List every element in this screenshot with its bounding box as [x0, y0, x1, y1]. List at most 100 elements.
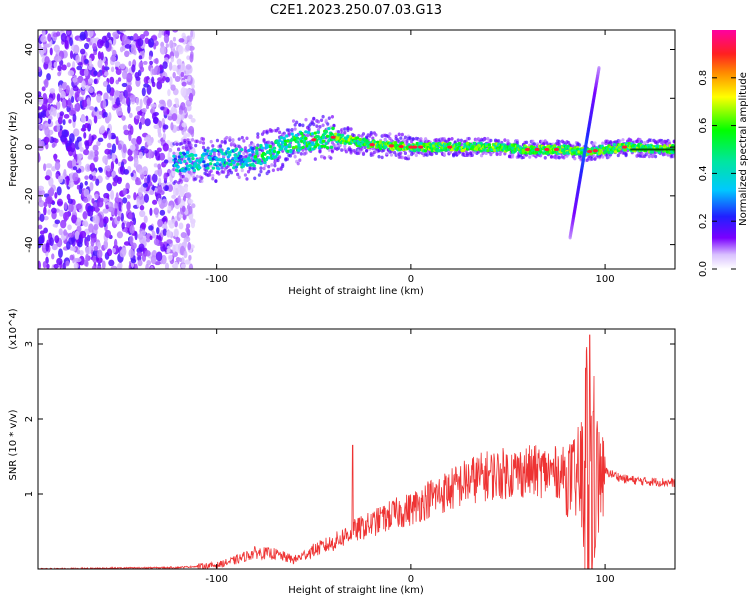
spectrogram-noise-cell: [168, 147, 173, 153]
spectrogram-noise-cell: [152, 199, 158, 205]
spectrogram-halo-cell: [318, 125, 322, 129]
spectrogram-halo-cell: [236, 172, 240, 177]
spectrogram-ridge-cell: [226, 150, 231, 155]
spectrogram-halo-cell: [273, 163, 277, 168]
spectrogram-noise-cell: [153, 238, 159, 246]
spectrogram-halo-cell: [293, 123, 297, 127]
spectrogram-noise-cell: [163, 159, 169, 164]
spectrogram-noise-cell: [114, 61, 121, 68]
spectrogram-noise-cell: [174, 75, 181, 82]
spectrogram-noise-cell: [174, 204, 180, 210]
spectrogram-heat: [38, 30, 675, 269]
spectrogram-noise-cell: [106, 84, 111, 94]
spectrogram-noise-cell: [110, 189, 115, 200]
spectrogram-halo-cell: [256, 143, 260, 148]
spectrogram-noise-cell: [186, 223, 191, 229]
spectrogram-noise-cell: [148, 225, 154, 231]
spectrogram-noise-cell: [87, 64, 93, 71]
spectrogram-ridge-cell: [221, 152, 225, 156]
spectrogram-ridge-cell: [338, 133, 342, 137]
spectrogram-ridge-cell: [321, 135, 326, 140]
spectrogram-noise-cell: [180, 63, 186, 73]
spectrogram-noise-cell: [65, 260, 70, 267]
spectrogram-ridge-cell: [287, 143, 292, 147]
spectrogram-ridge-cell: [234, 165, 239, 169]
spectrogram-ridge-cell: [297, 143, 301, 147]
spectrogram-noise-cell: [157, 132, 162, 138]
spectrogram-halo-cell: [425, 153, 429, 157]
spectrogram-noise-cell: [115, 192, 119, 202]
spectrogram-noise-cell: [141, 108, 147, 113]
spectrogram-noise-cell: [112, 49, 117, 57]
spectrogram-halo-cell: [337, 146, 341, 150]
spectrogram-noise-cell: [161, 254, 167, 265]
spectrogram-ridge-cell: [539, 150, 543, 154]
spectrogram-noise-cell: [83, 68, 89, 77]
spectrogram-noise-cell: [115, 158, 119, 165]
spectrogram-halo-cell: [312, 122, 316, 127]
spectrogram-halo-cell: [663, 152, 667, 156]
spectrogram-noise-cell: [140, 230, 147, 236]
spectrogram-noise-cell: [57, 65, 62, 72]
spectrogram-halo-cell: [222, 170, 226, 174]
spectrogram-noise-cell: [158, 120, 162, 129]
spectrogram-halo-cell: [262, 166, 266, 171]
spectrogram-halo-cell: [243, 146, 248, 150]
spectrogram-halo-cell: [319, 118, 324, 123]
spectrogram-noise-cell: [73, 262, 79, 269]
spectrogram-halo-cell: [621, 138, 625, 142]
spectrogram-noise-cell: [96, 140, 101, 147]
spectrogram-noise-cell: [165, 76, 170, 83]
spectrogram-noise-cell: [171, 64, 178, 72]
spectrogram-ridge-cell: [282, 136, 286, 140]
spectrogram-halo-cell: [352, 133, 356, 138]
spectrogram-noise-cell: [158, 152, 166, 161]
spectrogram-noise-cell: [119, 165, 124, 172]
snr-x-tick-label: 0: [408, 574, 414, 585]
spectrogram-noise-cell: [56, 93, 61, 102]
spectrogram-ridge-cell: [365, 139, 369, 143]
spectrogram-ridge-cell: [285, 145, 289, 149]
spectrogram-ridge-cell: [627, 141, 632, 146]
spectrogram-noise-cell: [186, 80, 193, 86]
spectrogram-noise-cell: [128, 112, 133, 118]
spectrogram-noise-cell: [128, 248, 135, 258]
spectrogram-ridge-cell: [313, 131, 318, 135]
spectrogram-noise-cell: [62, 262, 66, 269]
spectrogram-noise-cell: [126, 201, 131, 211]
spectrogram-noise-cell: [61, 82, 67, 90]
spectrogram-noise-cell: [92, 144, 99, 152]
spectrogram-noise-cell: [76, 217, 82, 227]
spectrogram-ridge-cell: [183, 159, 187, 163]
spectrogram-noise-cell: [143, 193, 149, 203]
spectrogram-noise-cell: [162, 228, 167, 236]
spectrogram-noise-cell: [144, 250, 151, 257]
spectrogram-ridge-cell: [313, 145, 318, 149]
spectrogram-halo-cell: [270, 129, 274, 133]
spectrogram-ridge-cell: [267, 156, 271, 160]
spectrogram-noise-cell: [158, 177, 162, 186]
spectrogram-halo-cell: [332, 143, 336, 147]
spectrogram-noise-cell: [95, 178, 100, 186]
spectrogram-noise-cell: [54, 161, 61, 171]
spectrogram-noise-cell: [115, 68, 122, 75]
spectrogram-halo-cell: [259, 169, 263, 174]
colorbar-gradient: [712, 30, 736, 269]
spectrogram-noise-cell: [145, 263, 149, 269]
spectrogram-ridge-cell: [397, 147, 402, 152]
spectrogram-halo-cell: [650, 154, 655, 159]
spectrogram-halo-cell: [327, 116, 331, 120]
spectrogram-noise-cell: [188, 114, 193, 120]
spectrogram-noise-cell: [123, 129, 130, 136]
spectrogram-noise-cell: [177, 45, 184, 55]
spectrogram-ridge-cell: [301, 145, 305, 150]
spectrogram-ridge-cell: [378, 140, 383, 144]
spectrogram-noise-cell: [119, 93, 123, 102]
spectrogram-noise-cell: [63, 169, 67, 177]
spectrogram-noise-cell: [108, 111, 112, 122]
spectrogram-noise-cell: [73, 128, 80, 137]
spectrogram-noise-cell: [102, 208, 108, 214]
spectrogram-ridge-cell: [601, 146, 606, 150]
spectrogram-noise-cell: [159, 209, 166, 216]
spectrogram-noise-cell: [144, 118, 151, 127]
